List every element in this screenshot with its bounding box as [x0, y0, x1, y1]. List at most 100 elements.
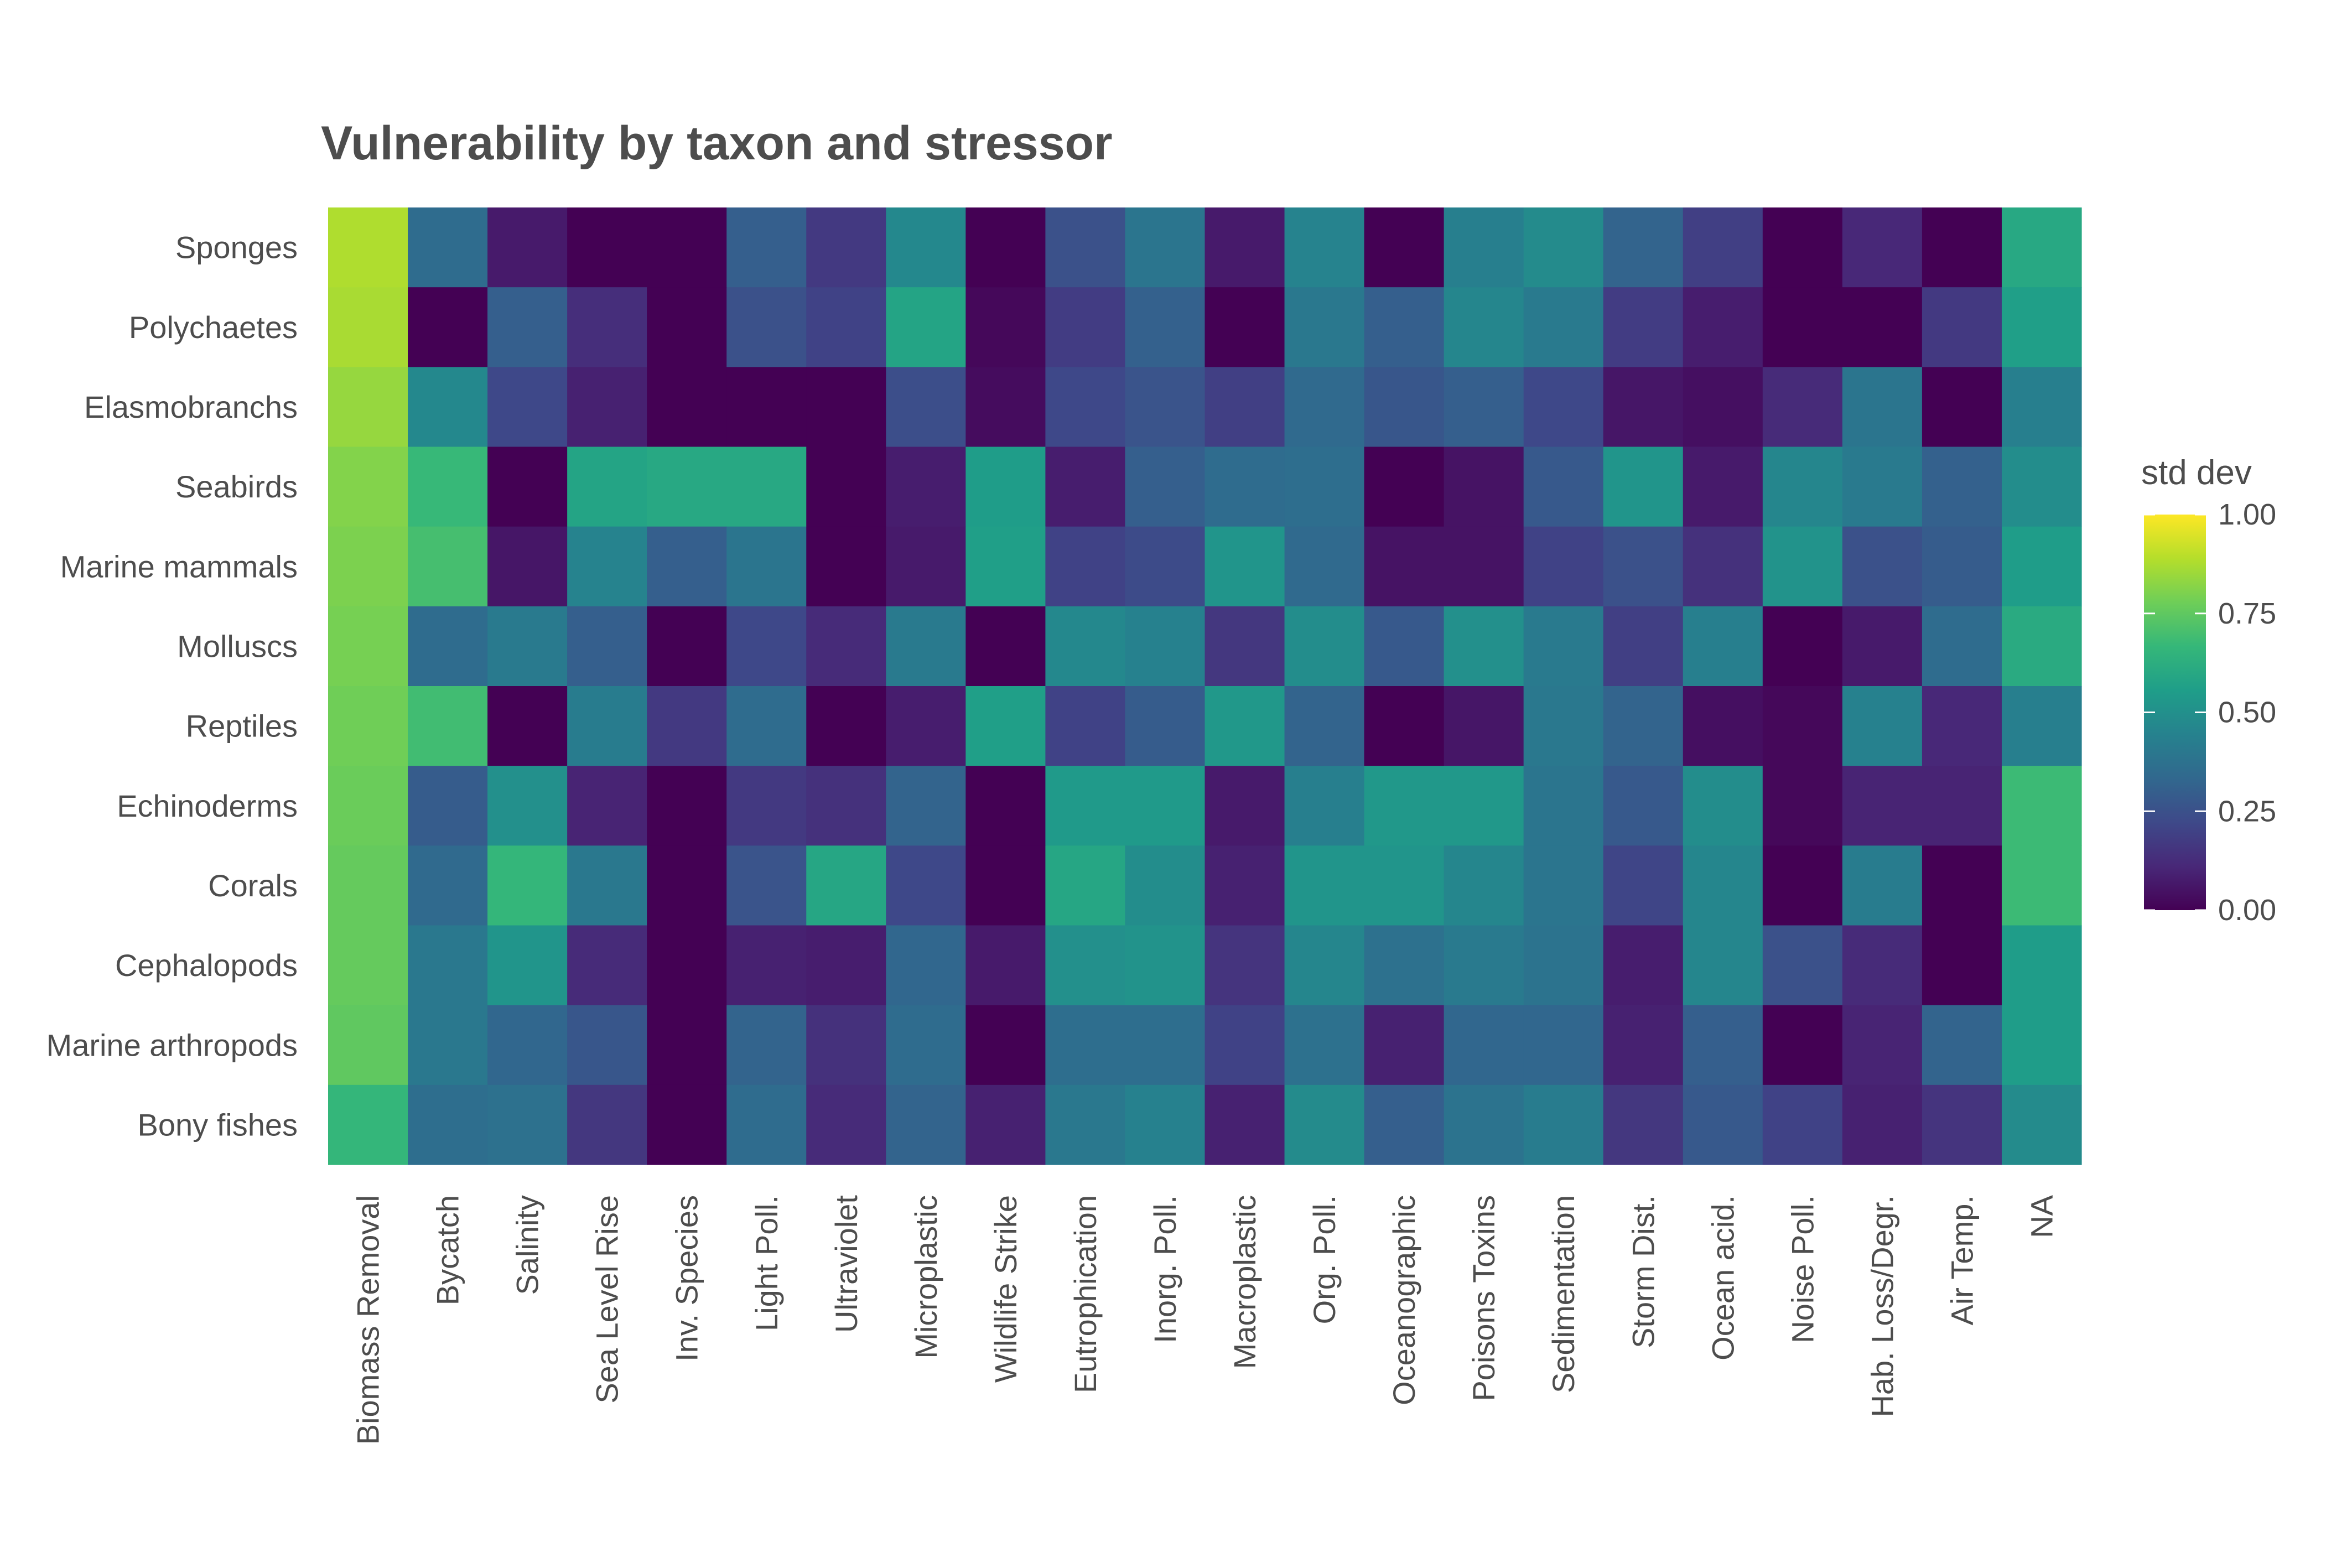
heatmap-cell: [328, 845, 408, 926]
y-tick-label: Cephalopods: [115, 948, 298, 983]
heatmap-cell: [726, 207, 807, 288]
heatmap-cell: [1204, 287, 1285, 367]
heatmap-cell: [1523, 367, 1604, 448]
heatmap-cells: [328, 207, 2082, 1165]
heatmap-cell: [1842, 845, 1923, 926]
heatmap-cell: [1045, 925, 1126, 1006]
heatmap-cell: [1125, 925, 1206, 1006]
heatmap-cell: [567, 686, 647, 766]
heatmap-cell: [408, 207, 488, 288]
heatmap-cell: [408, 367, 488, 448]
legend-tick-label: 0.75: [2218, 597, 2276, 630]
heatmap-cell: [647, 686, 727, 766]
heatmap-cell: [647, 287, 727, 367]
heatmap-cell: [1922, 1084, 2002, 1165]
heatmap-cell: [1125, 606, 1206, 687]
heatmap-cell: [1523, 845, 1604, 926]
heatmap-cell: [1922, 845, 2002, 926]
heatmap-cell: [487, 526, 568, 607]
heatmap-cell: [408, 845, 488, 926]
heatmap-cell: [1683, 845, 1763, 926]
legend-tick-label: 0.25: [2218, 795, 2276, 828]
heatmap-cell: [886, 606, 966, 687]
heatmap-cell: [1603, 446, 1684, 527]
heatmap-cell: [1922, 367, 2002, 448]
heatmap-cell: [1204, 1084, 1285, 1165]
x-tick-label: Inv. Species: [669, 1195, 704, 1362]
heatmap-cell: [2001, 287, 2082, 367]
x-tick-label: Hab. Loss/Degr.: [1865, 1195, 1899, 1418]
heatmap-cell: [726, 287, 807, 367]
heatmap-cell: [1922, 526, 2002, 607]
heatmap-cell: [1204, 766, 1285, 846]
heatmap-cell: [1364, 845, 1445, 926]
heatmap-cell: [328, 606, 408, 687]
heatmap-cell: [726, 845, 807, 926]
heatmap-cell: [328, 766, 408, 846]
heatmap-cell: [2001, 845, 2082, 926]
x-tick-label: Wildlife Strike: [988, 1195, 1023, 1383]
y-axis-labels: Sponges Polychaetes Elasmobranchs Seabirds M…: [46, 230, 298, 1143]
heatmap-cell: [567, 1005, 647, 1086]
x-tick-label: Poisons Toxins: [1466, 1195, 1501, 1401]
heatmap-cell: [408, 925, 488, 1006]
heatmap-cell: [408, 526, 488, 607]
heatmap-cell: [567, 526, 647, 607]
heatmap-cell: [1045, 287, 1126, 367]
heatmap-cell: [965, 287, 1046, 367]
heatmap-cell: [1922, 686, 2002, 766]
heatmap-cell: [1284, 1005, 1365, 1086]
heatmap-cell: [726, 367, 807, 448]
heatmap-cell: [1603, 207, 1684, 288]
y-tick-label: Echinoderms: [117, 788, 298, 823]
y-tick-label: Sponges: [175, 230, 298, 265]
heatmap-cell: [1045, 1084, 1126, 1165]
heatmap-cell: [328, 686, 408, 766]
heatmap-cell: [1284, 925, 1365, 1006]
x-axis-labels: Biomass Removal Bycatch Salinity Sea Level …: [351, 1195, 2059, 1445]
heatmap-cell: [1444, 766, 1524, 846]
heatmap-cell: [1842, 766, 1923, 846]
heatmap-cell: [806, 766, 886, 846]
heatmap-cell: [1444, 1005, 1524, 1086]
heatmap-cell: [1762, 367, 1843, 448]
heatmap-cell: [1444, 207, 1524, 288]
heatmap-cell: [1444, 446, 1524, 527]
heatmap-cell: [647, 367, 727, 448]
heatmap-cell: [726, 526, 807, 607]
heatmap-cell: [1444, 606, 1524, 687]
heatmap-cell: [1045, 207, 1126, 288]
heatmap-cell: [1842, 367, 1923, 448]
heatmap-cell: [1204, 367, 1285, 448]
heatmap-cell: [1762, 287, 1843, 367]
heatmap-cell: [1523, 686, 1604, 766]
heatmap-cell: [1523, 1005, 1604, 1086]
y-tick-label: Bony fishes: [138, 1107, 298, 1142]
heatmap-cell: [567, 925, 647, 1006]
heatmap-cell: [1444, 686, 1524, 766]
heatmap-cell: [1125, 207, 1206, 288]
heatmap-cell: [1284, 287, 1365, 367]
heatmap-cell: [1045, 1005, 1126, 1086]
heatmap-cell: [328, 287, 408, 367]
heatmap-cell: [647, 446, 727, 527]
heatmap-cell: [2001, 1005, 2082, 1086]
heatmap-cell: [487, 845, 568, 926]
heatmap-cell: [1762, 925, 1843, 1006]
heatmap-cell: [487, 1005, 568, 1086]
heatmap-cell: [1683, 1084, 1763, 1165]
heatmap-cell: [647, 1005, 727, 1086]
heatmap-cell: [965, 686, 1046, 766]
heatmap-cell: [726, 606, 807, 687]
heatmap-cell: [1683, 606, 1763, 687]
y-tick-label: Corals: [208, 868, 298, 903]
heatmap-cell: [726, 686, 807, 766]
heatmap-cell: [726, 446, 807, 527]
heatmap-cell: [1842, 606, 1923, 687]
heatmap-cell: [1683, 925, 1763, 1006]
heatmap-cell: [2001, 1084, 2082, 1165]
heatmap-cell: [487, 925, 568, 1006]
heatmap-cell: [1922, 1005, 2002, 1086]
heatmap-cell: [1842, 1005, 1923, 1086]
heatmap-cell: [2001, 686, 2082, 766]
